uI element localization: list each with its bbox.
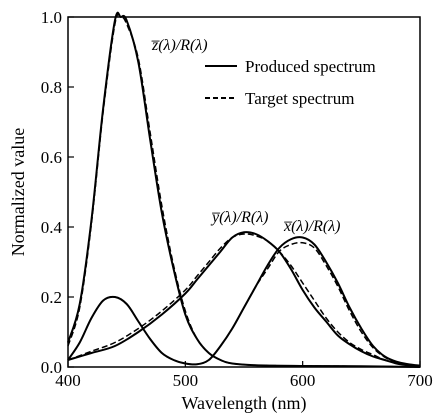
annotation-z-curve: z̅(λ)/R(λ) <box>151 37 208 54</box>
series-x-produced <box>67 236 421 367</box>
x-axis-title: Wavelength (nm) <box>181 393 306 414</box>
x-tick-label: 700 <box>407 371 433 390</box>
plot-frame <box>67 16 421 368</box>
y-tick-label: 0.8 <box>41 78 62 97</box>
legend: Produced spectrum Target spectrum <box>205 57 376 108</box>
x-tick-label: 600 <box>290 371 316 390</box>
y-tick-label: 1.0 <box>41 8 62 27</box>
x-tick-label: 400 <box>55 371 81 390</box>
series-y-target <box>67 233 421 367</box>
y-tick-label: 0.0 <box>41 358 62 377</box>
series-x-target <box>67 241 421 367</box>
y-tick-label: 0.2 <box>41 288 62 307</box>
y-axis-title: Normalized value <box>8 128 28 256</box>
y-tick-label: 0.4 <box>41 218 63 237</box>
legend-label-produced: Produced spectrum <box>245 57 376 76</box>
annotation-x-curve: x̅(λ)/R(λ) <box>283 218 341 235</box>
y-tick-label: 0.6 <box>41 148 62 167</box>
annotation-y-curve: y̅(λ)/R(λ) <box>210 209 269 226</box>
legend-label-target: Target spectrum <box>245 89 354 108</box>
series-z-target <box>67 13 421 368</box>
x-tick-label: 500 <box>173 371 199 390</box>
